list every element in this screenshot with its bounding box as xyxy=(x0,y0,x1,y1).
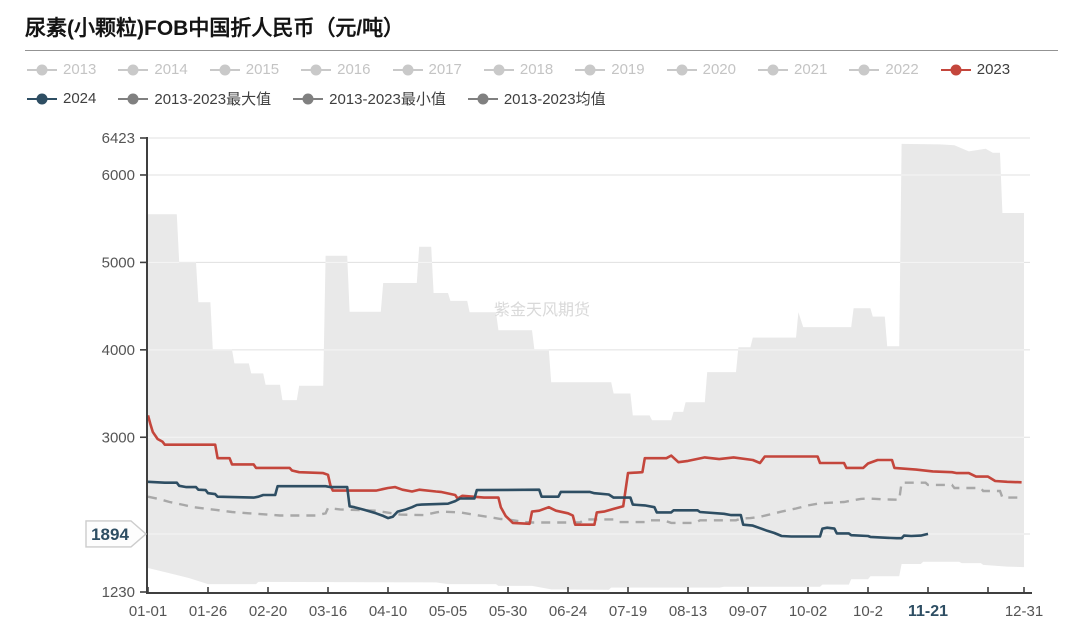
x-tick-label: 08-13 xyxy=(669,603,707,620)
x-tick-label: 05-30 xyxy=(489,603,527,620)
legend-label: 2018 xyxy=(519,61,554,78)
badge-value: 1894 xyxy=(91,525,129,544)
line-2023[interactable] xyxy=(146,415,1022,527)
x-tick-label: 01-26 xyxy=(189,603,227,620)
legend: 2013 2014 2015 2016 2017 2018 2019 2020 2021 2022… xyxy=(0,56,1080,114)
legend-dot-icon xyxy=(676,64,688,75)
legend-row-2: 2024 2013-2023最大值 2013-2023最小值 2013-2023均值 xyxy=(0,83,1080,114)
legend-dot-icon xyxy=(950,64,962,75)
legend-label: 2024 xyxy=(63,90,97,107)
y-tick-label: 5000 xyxy=(102,254,135,271)
legend-item-2013[interactable]: 2013 xyxy=(27,61,96,78)
minmax-band xyxy=(148,143,1024,590)
legend-label: 2015 xyxy=(245,61,280,78)
legend-item-2022[interactable]: 2022 xyxy=(849,61,919,78)
legend-item-2018[interactable]: 2018 xyxy=(483,61,554,78)
legend-dot-icon xyxy=(493,64,505,75)
legend-item-2016[interactable]: 2016 xyxy=(301,61,371,78)
legend-marker-icon xyxy=(118,64,149,75)
line-2024[interactable] xyxy=(147,480,929,540)
legend-marker-icon xyxy=(849,64,880,75)
legend-dot-icon xyxy=(36,64,48,75)
x-tick-label: 04-10 xyxy=(369,603,407,620)
legend-label: 2013 xyxy=(63,61,97,78)
legend-row-1: 2013 2014 2015 2016 2017 2018 2019 2020 2021 2022… xyxy=(0,56,1080,83)
legend-marker-icon xyxy=(940,64,971,75)
watermark: 紫金天风期货 xyxy=(494,301,590,319)
legend-label: 2020 xyxy=(702,61,736,78)
legend-marker-icon xyxy=(209,64,240,75)
x-tick-label: 10-2 xyxy=(853,603,883,620)
x-tick-label: 12-31 xyxy=(1005,603,1043,620)
legend-item-2019[interactable]: 2019 xyxy=(575,61,645,78)
legend-item-2024[interactable]: 2024 xyxy=(27,90,96,107)
legend-item-2017[interactable]: 2017 xyxy=(392,61,462,78)
legend-dot-icon xyxy=(767,64,779,75)
legend-item-2013-2023-[interactable]: 2013-2023均值 xyxy=(467,88,606,109)
x-tick-label-current: 11-21 xyxy=(908,603,948,620)
legend-marker-icon xyxy=(27,93,57,104)
legend-dot-icon xyxy=(127,64,139,75)
legend-item-2020[interactable]: 2020 xyxy=(666,61,736,78)
legend-marker-icon xyxy=(758,64,788,75)
legend-label: 2016 xyxy=(337,61,371,78)
legend-label: 2013-2023最小值 xyxy=(329,91,446,108)
legend-marker-icon xyxy=(483,64,514,75)
x-tick-label: 07-19 xyxy=(609,603,647,620)
x-tick-label: 02-20 xyxy=(249,603,287,620)
legend-dot-icon xyxy=(302,93,314,104)
legend-label: 2017 xyxy=(428,61,462,78)
legend-marker-icon xyxy=(575,64,606,75)
legend-dot-icon xyxy=(402,64,413,75)
legend-dot-icon xyxy=(310,64,322,75)
legend-dot-icon xyxy=(477,93,489,104)
legend-marker-icon xyxy=(293,93,324,104)
page-title: 尿素(小颗粒)FOB中国折人民币（元/吨） xyxy=(25,17,405,40)
legend-marker-icon xyxy=(27,64,57,75)
legend-label: 2013-2023均值 xyxy=(503,91,606,108)
legend-item-2014[interactable]: 2014 xyxy=(118,61,188,78)
y-tick-label: 4000 xyxy=(102,342,135,359)
legend-dot-icon xyxy=(219,64,231,75)
legend-marker-icon xyxy=(301,64,332,75)
legend-label: 2023 xyxy=(976,61,1011,78)
legend-marker-icon xyxy=(666,64,697,75)
x-tick-label: 03-16 xyxy=(309,603,347,620)
badge-tag-shape xyxy=(85,520,148,548)
legend-item-2013-2023-[interactable]: 2013-2023最小值 xyxy=(293,88,446,109)
legend-marker-icon xyxy=(118,93,149,104)
x-tick-label: 10-02 xyxy=(789,603,827,620)
title-divider xyxy=(25,50,1058,51)
legend-dot-icon xyxy=(858,64,870,75)
legend-marker-icon xyxy=(467,93,498,104)
legend-item-2013-2023-[interactable]: 2013-2023最大值 xyxy=(118,88,271,109)
legend-label: 2022 xyxy=(885,61,919,78)
mean-line[interactable] xyxy=(147,481,1024,525)
x-tick-label: 05-05 xyxy=(429,603,467,620)
legend-label: 2014 xyxy=(154,61,188,78)
legend-dot-icon xyxy=(127,93,139,104)
x-tick-label: 01-01 xyxy=(129,603,167,620)
x-tick-label: 06-24 xyxy=(549,603,587,620)
legend-label: 2013-2023最大值 xyxy=(154,91,272,108)
legend-item-2021[interactable]: 2021 xyxy=(758,61,827,78)
legend-label: 2021 xyxy=(794,61,828,78)
legend-dot-icon xyxy=(36,93,48,104)
y-tick-label: 6423 xyxy=(102,130,135,147)
current-value-badge: 1894 xyxy=(85,520,148,548)
legend-item-2023[interactable]: 2023 xyxy=(940,61,1011,78)
x-tick-label: 09-07 xyxy=(729,603,767,620)
y-tick-label: 6000 xyxy=(102,167,135,184)
legend-item-2015[interactable]: 2015 xyxy=(209,61,280,78)
legend-marker-icon xyxy=(392,64,423,75)
y-tick-label: 1230 xyxy=(102,584,135,601)
y-tick-label: 3000 xyxy=(102,429,135,446)
legend-label: 2019 xyxy=(611,61,645,78)
legend-dot-icon xyxy=(584,64,596,75)
